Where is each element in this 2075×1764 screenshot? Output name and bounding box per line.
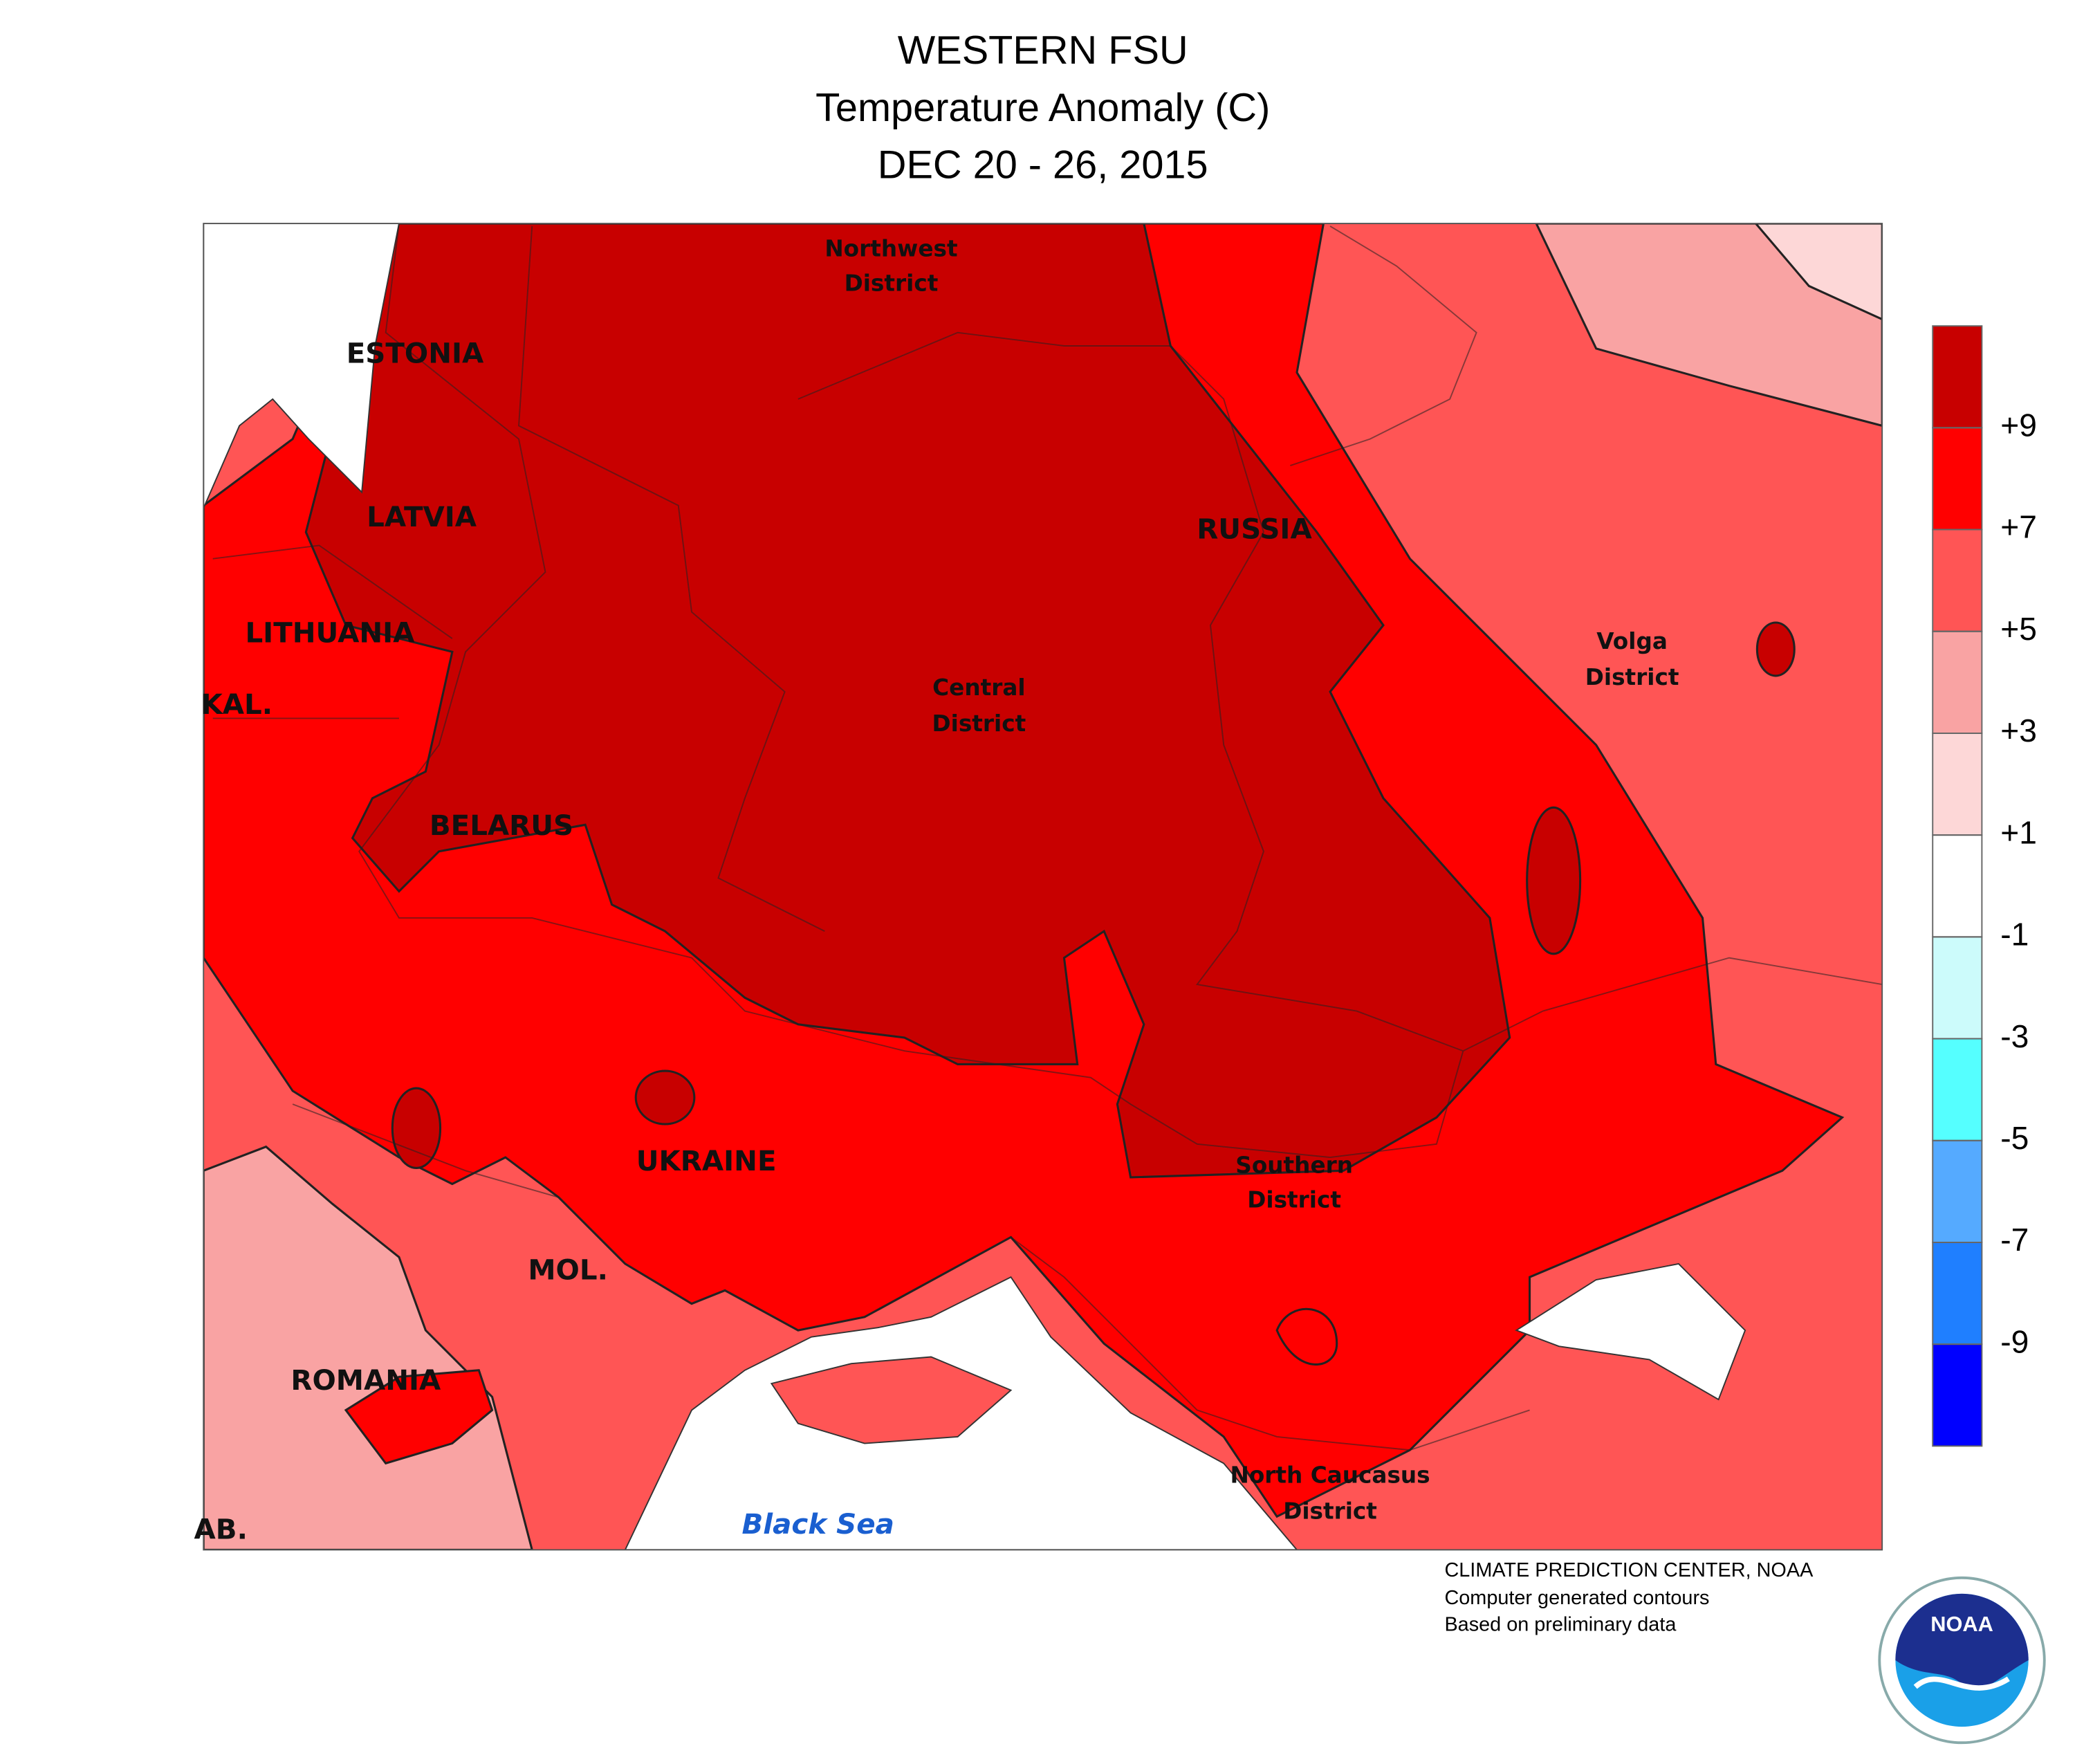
contour-above-9 <box>1755 621 1796 677</box>
legend-tick-label: -1 <box>2000 917 2029 953</box>
region-label: District <box>1585 664 1679 690</box>
region-label: UKRAINE <box>636 1145 777 1177</box>
region-label: AB. <box>194 1513 248 1545</box>
contour-1-3 <box>1754 223 1883 321</box>
title-line: DEC 20 - 26, 2015 <box>878 143 1208 187</box>
region-label: District <box>1247 1187 1341 1213</box>
region-label: District <box>1283 1498 1377 1525</box>
baltic-sea <box>203 223 400 508</box>
title-line: WESTERN FSU <box>898 28 1188 73</box>
legend-tick-label: -5 <box>2000 1120 2029 1156</box>
region-label: RUSSIA <box>1197 513 1312 545</box>
contour-7-9 <box>344 1369 494 1465</box>
legend-tick-label: +1 <box>2000 814 2037 850</box>
map <box>203 223 1883 1550</box>
region-label: Southern <box>1235 1152 1353 1179</box>
region-label: District <box>845 270 939 297</box>
title-line: Temperature Anomaly (C) <box>815 86 1270 130</box>
contour-above-9 <box>304 223 1511 1179</box>
legend-tick-label: -3 <box>2000 1018 2029 1054</box>
noaa-logo: NOAA <box>1878 1576 2046 1745</box>
map-labels: Northwest District ESTONIA LATVIA LITHUA… <box>194 236 1679 1546</box>
region-label: District <box>932 710 1026 737</box>
region-label: KAL. <box>201 688 273 721</box>
region-label: ROMANIA <box>290 1364 441 1397</box>
logo-top <box>1895 1593 2029 1690</box>
legend-swatch <box>1932 834 1983 938</box>
region-label: Northwest <box>824 236 957 262</box>
legend: +9 +7 +5 +3 +1 -1 -3 -5 -7 -9 <box>1932 325 2037 1447</box>
credit-line: Computer generated contours <box>1444 1587 1709 1609</box>
region-label: MOL. <box>528 1253 608 1286</box>
legend-swatch <box>1932 529 1983 632</box>
legend-swatch <box>1932 1242 1983 1345</box>
contour-3-5 <box>1535 223 1883 427</box>
legend-tick-label: +7 <box>2000 509 2037 545</box>
region-label: LITHUANIA <box>245 616 415 649</box>
legend-swatch <box>1932 936 1983 1040</box>
region-label: ESTONIA <box>347 337 484 369</box>
logo-wave <box>1913 1676 2010 1691</box>
legend-swatch <box>1932 325 1983 429</box>
contour-5-7 <box>1275 1307 1338 1366</box>
legend-tick-label: +3 <box>2000 713 2037 748</box>
region-label: Volga <box>1596 628 1668 654</box>
sea-of-azov <box>1515 1262 1746 1401</box>
contour-above-9 <box>634 1069 696 1126</box>
legend-swatch <box>1932 733 1983 836</box>
region-label: LATVIA <box>367 501 477 533</box>
legend-swatch <box>1932 1139 1983 1243</box>
legend-tick-label: +9 <box>2000 407 2037 443</box>
contour-above-9 <box>391 1087 442 1169</box>
borders <box>212 223 1883 1451</box>
logo-text: NOAA <box>1930 1612 1993 1636</box>
legend-swatch <box>1932 427 1983 531</box>
region-label: North Caucasus <box>1230 1462 1430 1489</box>
credit-line: CLIMATE PREDICTION CENTER, NOAA <box>1444 1559 1814 1581</box>
legend-tick-label: -9 <box>2000 1323 2029 1359</box>
legend-swatch <box>1932 1038 1983 1141</box>
contour-3-5 <box>203 1145 533 1550</box>
region-label: Central <box>932 674 1025 701</box>
crimea <box>770 1356 1013 1444</box>
contour-above-9 <box>1526 806 1582 955</box>
legend-tick-label: +5 <box>2000 611 2037 647</box>
map-frame <box>203 223 1883 1551</box>
legend-swatch <box>1932 630 1983 734</box>
region-label: BELARUS <box>430 809 573 842</box>
legend-swatch <box>1932 1343 1983 1447</box>
credit-line: Based on preliminary data <box>1444 1614 1677 1636</box>
legend-tick-label: -7 <box>2000 1222 2029 1258</box>
sea-label: Black Sea <box>741 1508 894 1541</box>
